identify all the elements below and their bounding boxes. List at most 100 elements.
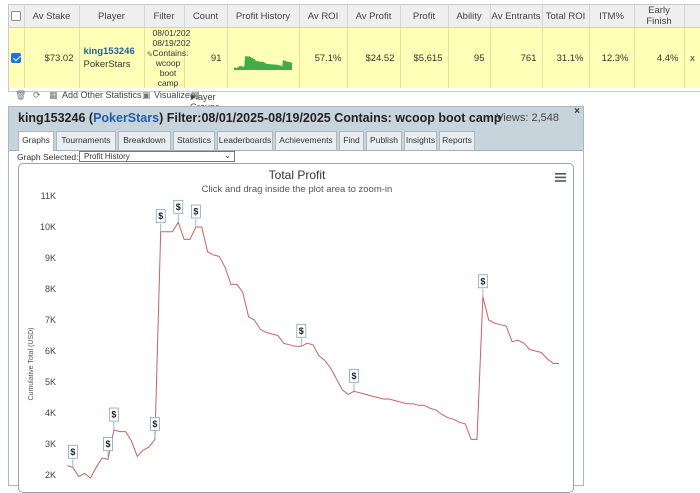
tab-breakdown[interactable]: Breakdown [118, 131, 171, 150]
dollar-marker[interactable]: $ [155, 209, 166, 232]
profit-chart[interactable]: Total Profit Click and drag inside the p… [19, 164, 574, 493]
player-site: PokerStars [83, 59, 131, 70]
filter-line: boot [159, 68, 177, 78]
header-profit-history[interactable]: Profit History [227, 5, 300, 28]
cell-av-entrants: 761 [490, 27, 543, 88]
graph-select-dropdown[interactable]: Profit History ⌄ [79, 151, 235, 162]
dollar-marker[interactable]: $ [108, 407, 119, 431]
y-tick-label: 4K [45, 408, 56, 418]
chevron-down-icon: ⌄ [224, 151, 231, 160]
table-header-row: Av Stake Player Filter Count Profit Hist… [9, 5, 700, 28]
graph-panel-title: king153246 (PokerStars) Filter:08/01/202… [18, 111, 502, 125]
chart-container[interactable]: Total Profit Click and drag inside the p… [18, 163, 574, 493]
header-player[interactable]: Player [79, 5, 145, 28]
remove-row-button[interactable]: x [684, 27, 700, 88]
cell-total-roi: 31.1% [542, 27, 590, 88]
tab-statistics[interactable]: Statistics [173, 131, 215, 150]
y-tick-label: 6K [45, 346, 56, 356]
add-icon: ▦ [49, 90, 58, 100]
select-all-header[interactable] [9, 5, 25, 28]
chart-menu-icon[interactable] [555, 173, 566, 182]
dollar-marker[interactable]: $ [103, 437, 113, 460]
header-av-entrants[interactable]: Av Entrants [490, 5, 543, 28]
graph-panel: king153246 (PokerStars) Filter:08/01/202… [8, 106, 584, 493]
header-count[interactable]: Count [184, 5, 228, 28]
tab-publish[interactable]: Publish [366, 131, 402, 150]
dollar-marker[interactable]: $ [173, 199, 184, 223]
header-total-roi[interactable]: Total ROI [542, 5, 590, 28]
stats-table: Av Stake Player Filter Count Profit Hist… [9, 5, 700, 88]
tab-graphs[interactable]: Graphs [18, 131, 54, 151]
stats-toolbar: 🗑 ⟳ ▦ Add Other Statistics ▣ Visualize ▤… [9, 88, 700, 112]
y-tick-label: 3K [45, 439, 56, 449]
profit-line [66, 221, 559, 479]
chart-title: Total Profit [269, 168, 326, 182]
y-tick-label: 2K [45, 470, 56, 480]
visualize-icon: ▣ [142, 90, 151, 100]
select-all-checkbox[interactable] [11, 10, 22, 21]
profit-sparkline[interactable] [233, 42, 293, 72]
dollar-marker[interactable]: $ [149, 416, 160, 440]
graph-tabs: Graphs Tournaments Breakdown Statistics … [9, 129, 583, 151]
tab-achievements[interactable]: Achievements [275, 131, 337, 150]
tab-insights[interactable]: Insights [404, 131, 437, 150]
tab-tournaments[interactable]: Tournaments [56, 131, 116, 150]
filter-line: 08/19/202 [152, 38, 191, 48]
y-axis-ticks: 2K 3K 4K 5K 6K 7K 8K 9K 10K 11K [40, 191, 56, 480]
chart-subtitle: Click and drag inside the plot area to z… [202, 184, 393, 195]
refresh-icon[interactable]: ⟳ [33, 90, 41, 100]
table-row: $73.02 king153246 PokerStars ✎ 08/01/202… [9, 27, 700, 88]
svg-text:$: $ [152, 419, 157, 429]
filter-line: camp [157, 78, 179, 88]
row-select-cell[interactable] [9, 27, 25, 88]
svg-text:$: $ [111, 410, 116, 420]
filter-edit-icon[interactable]: ✎ [146, 50, 154, 59]
close-panel-button[interactable]: × [574, 106, 580, 117]
cell-player: king153246 PokerStars [79, 27, 145, 88]
add-other-statistics-button[interactable]: Add Other Statistics [62, 90, 142, 100]
views-count: Views: 2,548 [496, 112, 559, 124]
cell-count: 91 [184, 27, 228, 88]
delete-icon[interactable]: 🗑 [15, 90, 27, 100]
dollar-marker[interactable]: $ [349, 368, 359, 392]
svg-text:$: $ [70, 447, 75, 457]
svg-text:$: $ [480, 276, 485, 286]
header-av-stake[interactable]: Av Stake [24, 5, 80, 28]
y-tick-label: 9K [45, 253, 56, 263]
player-name-link[interactable]: king153246 [83, 46, 135, 57]
svg-text:$: $ [158, 211, 163, 221]
groups-icon: ▤ [191, 90, 200, 100]
dollar-marker[interactable]: $ [190, 204, 201, 227]
tab-leaderboards[interactable]: Leaderboards [217, 131, 273, 150]
row-checkbox[interactable] [11, 52, 22, 63]
y-tick-label: 8K [45, 284, 56, 294]
tab-find[interactable]: Find [339, 131, 364, 150]
dollar-marker[interactable]: $ [296, 323, 307, 347]
header-filter[interactable]: Filter [144, 5, 185, 28]
cell-av-roi: 57.1% [299, 27, 348, 88]
svg-text:$: $ [193, 207, 198, 217]
header-av-profit[interactable]: Av Profit [347, 5, 401, 28]
cell-early-finish: 4.4% [634, 27, 685, 88]
header-itm[interactable]: ITM% [589, 5, 635, 28]
dollar-marker[interactable]: $ [67, 444, 78, 468]
chart-markers: $ $ $ $ $ $ $ $ $ $ [67, 199, 488, 468]
svg-text:$: $ [105, 439, 110, 449]
header-av-roi[interactable]: Av ROI [299, 5, 348, 28]
svg-text:$: $ [351, 371, 356, 381]
svg-text:$: $ [299, 326, 304, 336]
header-ability[interactable]: Ability [448, 5, 491, 28]
visualize-button[interactable]: Visualize [154, 90, 190, 100]
graph-panel-header: king153246 (PokerStars) Filter:08/01/202… [9, 106, 583, 129]
title-site[interactable]: PokerStars [93, 111, 160, 125]
header-remove [684, 5, 700, 28]
header-profit[interactable]: Profit [400, 5, 449, 28]
dollar-marker[interactable]: $ [477, 274, 488, 297]
cell-profit-history[interactable] [227, 27, 300, 88]
y-tick-label: 11K [41, 191, 56, 201]
sparkline-area [234, 55, 292, 70]
header-early-finish[interactable]: Early Finish [634, 5, 685, 28]
y-tick-label: 10K [40, 222, 56, 232]
tab-reports[interactable]: Reports [439, 131, 475, 150]
filter-line: 08/01/202 [152, 28, 191, 38]
